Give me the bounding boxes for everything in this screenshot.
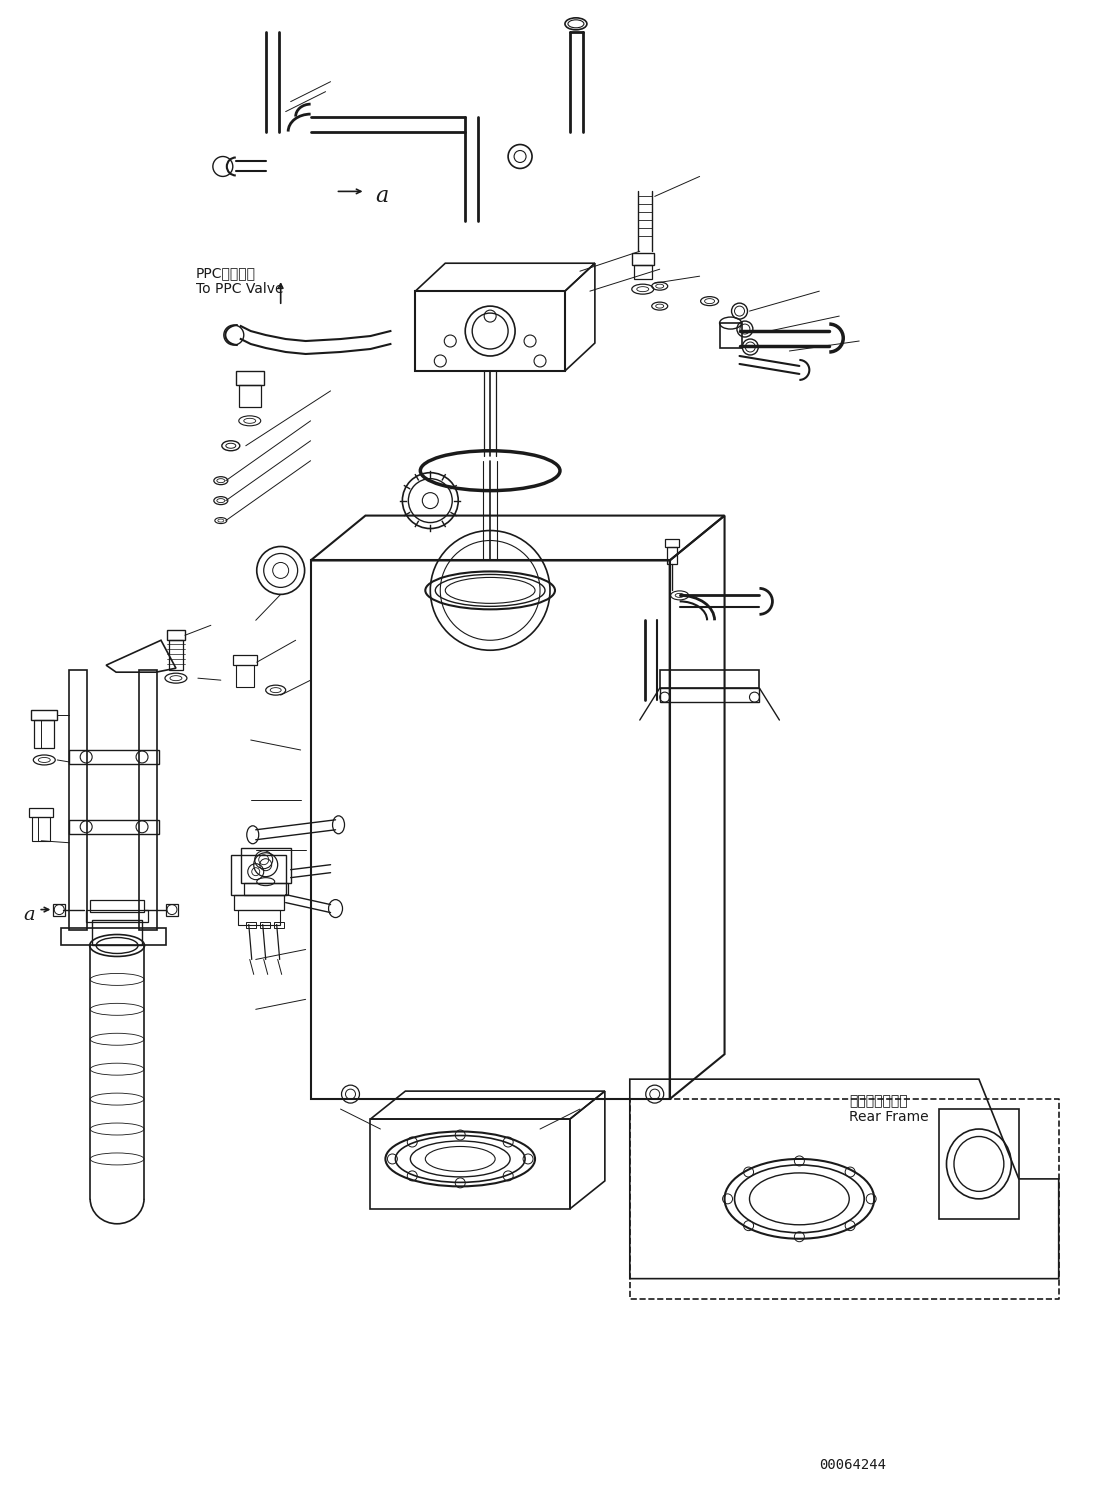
- Bar: [30, 808, 54, 817]
- Text: a: a: [23, 906, 35, 924]
- Bar: [233, 655, 257, 665]
- Bar: [90, 900, 144, 912]
- Bar: [61, 927, 166, 945]
- Bar: [666, 546, 676, 564]
- Bar: [660, 687, 760, 702]
- Bar: [166, 903, 178, 915]
- Bar: [244, 882, 288, 894]
- Bar: [664, 539, 679, 546]
- Bar: [660, 670, 760, 687]
- Bar: [939, 1109, 1019, 1219]
- Bar: [719, 323, 741, 348]
- Bar: [273, 921, 283, 927]
- Bar: [238, 385, 260, 406]
- Bar: [92, 920, 142, 945]
- Bar: [236, 371, 264, 385]
- Bar: [260, 921, 270, 927]
- Bar: [238, 909, 280, 924]
- Bar: [634, 265, 652, 280]
- Bar: [86, 909, 148, 921]
- Text: 00064244: 00064244: [819, 1458, 886, 1472]
- Text: PPCバルブへ
To PPC Valve: PPCバルブへ To PPC Valve: [195, 266, 283, 296]
- Bar: [69, 670, 87, 930]
- Text: リヤーフレーム
Rear Frame: リヤーフレーム Rear Frame: [849, 1094, 929, 1125]
- Bar: [415, 292, 565, 371]
- Bar: [54, 903, 65, 915]
- Bar: [231, 854, 285, 894]
- Bar: [169, 640, 183, 670]
- Bar: [34, 720, 54, 748]
- Bar: [246, 921, 256, 927]
- Bar: [139, 670, 157, 930]
- Bar: [240, 848, 291, 882]
- Bar: [236, 665, 254, 687]
- Bar: [69, 750, 159, 763]
- Bar: [370, 1119, 570, 1208]
- Text: a: a: [376, 186, 389, 207]
- Bar: [32, 817, 51, 841]
- Bar: [631, 253, 653, 265]
- Bar: [311, 561, 670, 1100]
- Bar: [32, 710, 57, 720]
- Bar: [234, 894, 283, 909]
- Bar: [167, 631, 184, 640]
- Bar: [69, 820, 159, 833]
